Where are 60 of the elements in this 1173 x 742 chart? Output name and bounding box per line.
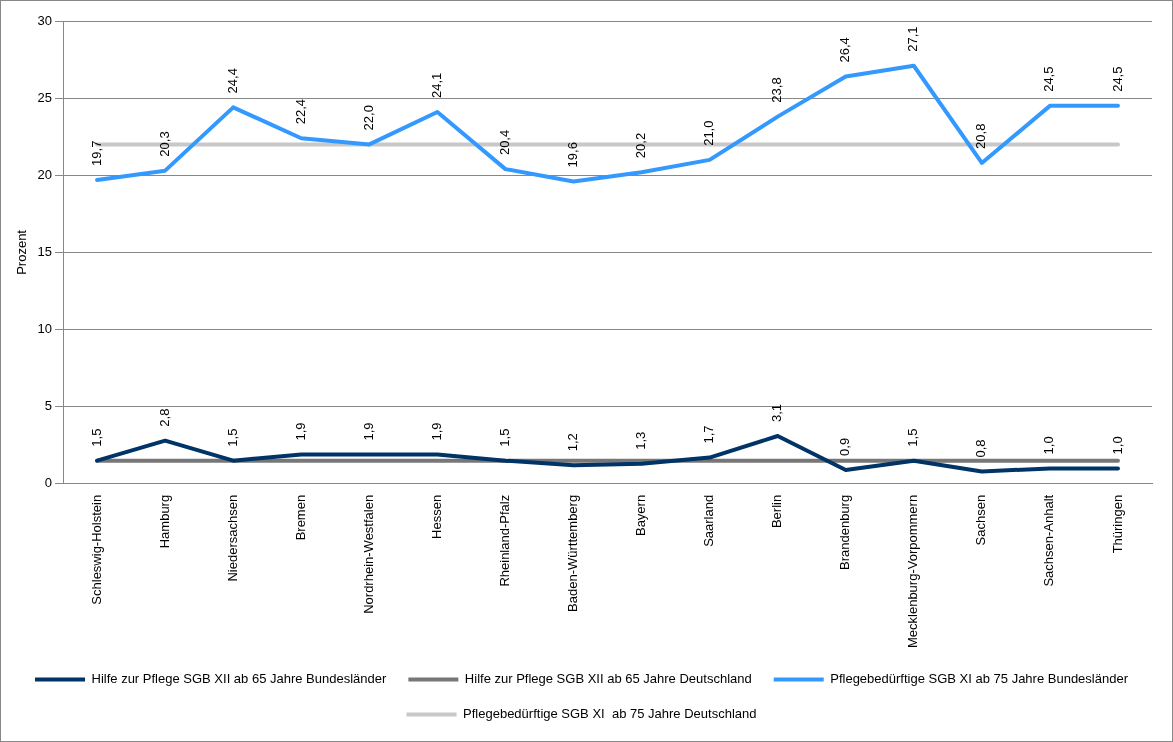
x-tick-label: Niedersachsen bbox=[224, 494, 240, 582]
x-tick-label: Hamburg bbox=[156, 494, 172, 549]
x-tick-label: Mecklenburg-Vorpommern bbox=[905, 494, 921, 649]
data-label: 3,1 bbox=[769, 403, 785, 422]
data-label: 19,7 bbox=[88, 140, 104, 166]
data-label: 1,9 bbox=[292, 422, 308, 441]
data-label: 1,5 bbox=[905, 428, 921, 447]
data-label: 20,3 bbox=[156, 131, 172, 157]
data-label: 0,8 bbox=[973, 439, 989, 458]
data-label: 24,1 bbox=[428, 72, 444, 99]
x-tick-label: Bremen bbox=[292, 494, 308, 541]
data-label: 1,9 bbox=[428, 422, 444, 441]
data-label: 1,0 bbox=[1041, 436, 1057, 455]
data-label: 24,4 bbox=[224, 68, 240, 94]
data-label: 1,2 bbox=[565, 433, 581, 452]
data-label: 26,4 bbox=[837, 37, 853, 63]
data-label: 19,6 bbox=[565, 142, 581, 168]
legend-label: Hilfe zur Pflege SGB XII ab 65 Jahre Bundesländer bbox=[91, 671, 388, 687]
legend-label: Hilfe zur Pflege SGB XII ab 65 Jahre Deutschland bbox=[464, 671, 752, 687]
data-label: 20,2 bbox=[633, 132, 649, 159]
data-label: 21,0 bbox=[701, 120, 717, 146]
x-tick-label: Rheinland-Pfalz bbox=[497, 494, 513, 587]
x-tick-label: Thüringen bbox=[1109, 494, 1125, 554]
x-tick-label: Brandenburg bbox=[837, 494, 853, 570]
x-tick-label: Hessen bbox=[428, 494, 444, 539]
data-label: 20,8 bbox=[973, 123, 989, 149]
x-tick-label: Bayern bbox=[633, 494, 649, 537]
x-tick-label: Baden-Württemberg bbox=[565, 494, 581, 612]
x-tick-label: Saarland bbox=[701, 494, 717, 547]
data-label: 1,7 bbox=[701, 425, 717, 444]
data-label: 23,8 bbox=[769, 77, 785, 103]
data-label: 27,1 bbox=[905, 26, 921, 52]
data-label: 24,5 bbox=[1041, 66, 1057, 92]
data-label: 24,5 bbox=[1109, 66, 1125, 92]
y-tick-label: 25 bbox=[37, 89, 53, 105]
data-label: 1,5 bbox=[224, 428, 240, 447]
y-tick-label: 0 bbox=[44, 475, 53, 491]
y-axis-title: Prozent bbox=[14, 229, 30, 275]
data-label: 0,9 bbox=[837, 437, 853, 456]
data-label: 1,3 bbox=[633, 431, 649, 450]
legend-label: Pflegebedürftige SGB XI ab 75 Jahre Deutschland bbox=[463, 706, 757, 722]
y-tick-label: 5 bbox=[44, 398, 53, 414]
data-label: 22,4 bbox=[292, 98, 308, 125]
y-tick-label: 30 bbox=[37, 12, 53, 28]
y-tick-label: 10 bbox=[37, 321, 53, 337]
x-tick-label: Berlin bbox=[769, 494, 785, 529]
y-tick-label: 20 bbox=[37, 166, 53, 182]
x-tick-label: Nordrhein-Westfalen bbox=[360, 494, 376, 614]
data-label: 1,5 bbox=[88, 428, 104, 447]
data-label: 2,8 bbox=[156, 408, 172, 427]
y-tick-label: 15 bbox=[37, 243, 53, 259]
x-tick-label: Sachsen bbox=[973, 494, 989, 546]
x-tick-label: Schleswig-Holstein bbox=[88, 494, 104, 605]
data-label: 1,0 bbox=[1109, 436, 1125, 455]
data-label: 1,5 bbox=[497, 428, 513, 447]
data-label: 20,4 bbox=[497, 129, 513, 156]
legend-label: Pflegebedürftige SGB XI ab 75 Jahre Bundesländer bbox=[830, 671, 1129, 687]
data-label: 1,9 bbox=[360, 422, 376, 441]
data-label: 22,0 bbox=[360, 105, 376, 131]
x-tick-label: Sachsen-Anhalt bbox=[1041, 494, 1057, 587]
